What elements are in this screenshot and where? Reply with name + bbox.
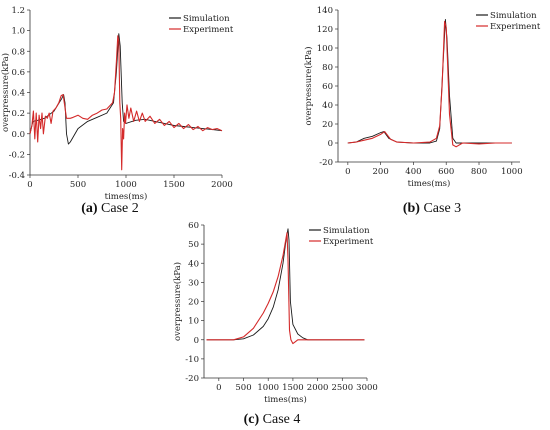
- x-tick-label: 2000: [211, 180, 233, 190]
- chart-case-4: 0 500 1000 1500 2000 2500 3000 -20 -10 0 10 20 30 40 5…: [172, 221, 378, 405]
- x-tick-label: 0: [27, 180, 32, 190]
- y-tick-label: 0: [328, 139, 333, 149]
- series-line-experiment: [347, 20, 512, 148]
- y-axis-title: overpressure(kPa): [0, 53, 11, 132]
- x-tick-label: 0: [216, 383, 221, 393]
- y-axis-title: overpressure(kPa): [303, 46, 314, 125]
- y-tick-label: 20: [322, 120, 333, 130]
- y-tick-label: 10: [188, 317, 199, 327]
- x-axis-title: times(ms): [264, 394, 307, 405]
- y-tick-label: -10: [185, 355, 199, 365]
- legend-label-experiment: Experiment: [183, 25, 234, 35]
- y-tick-label: 80: [322, 63, 333, 73]
- y-tick-label: -0.2: [9, 150, 25, 160]
- chart-case-3: 0 200 400 600 800 1000 -20 0 20 40 60 80 100 120 140 ti…: [303, 6, 541, 189]
- y-tick-label: -0.4: [9, 171, 25, 181]
- y-tick-label: 40: [188, 259, 199, 269]
- y-tick-label: 120: [317, 25, 333, 35]
- x-tick-label: 1000: [115, 180, 137, 190]
- y-tick-label: 1.2: [11, 6, 25, 16]
- x-tick-label: 500: [235, 383, 251, 393]
- series-line-experiment: [206, 232, 365, 345]
- series-line-experiment: [29, 35, 223, 171]
- y-tick-label: 60: [322, 82, 333, 92]
- x-tick-label: 1500: [282, 383, 304, 393]
- x-tick-label: 3000: [356, 383, 378, 393]
- y-tick-label: 40: [322, 101, 333, 111]
- y-tick-label: 0.2: [11, 109, 25, 119]
- x-tick-label: 0: [345, 167, 350, 177]
- y-tick-label: 0.8: [11, 47, 25, 57]
- y-tick-label: 140: [317, 6, 333, 16]
- y-tick-label: 0: [194, 336, 199, 346]
- y-tick-label: 0.0: [11, 130, 25, 140]
- legend-label-simulation: Simulation: [490, 11, 537, 21]
- x-axis-title: times(ms): [105, 191, 148, 202]
- x-tick-label: 200: [373, 167, 389, 177]
- x-axis-title: times(ms): [408, 178, 451, 189]
- y-tick-label: 100: [317, 44, 333, 54]
- y-axis-title: overpressure(kPa): [172, 262, 183, 341]
- chart-case-2: 0 500 1000 1500 2000 -0.4 -0.2 0.0 0.2 0.4 0.6 0.8 1…: [0, 6, 234, 202]
- x-tick-label: 1000: [501, 167, 523, 177]
- y-tick-label: 60: [188, 221, 199, 231]
- x-tick-label: 1500: [163, 180, 185, 190]
- y-tick-label: -20: [319, 158, 333, 168]
- x-tick-label: 1000: [257, 383, 279, 393]
- x-tick-label: 800: [471, 167, 487, 177]
- caption-case-3: (b) Case 3: [403, 201, 461, 216]
- y-tick-label: 50: [188, 240, 199, 250]
- y-tick-label: 1.0: [11, 27, 25, 37]
- legend-label-experiment: Experiment: [490, 22, 541, 32]
- x-tick-label: 2500: [331, 383, 353, 393]
- legend-label-simulation: Simulation: [183, 14, 230, 24]
- y-tick-label: -20: [185, 374, 199, 384]
- y-tick-label: 0.4: [11, 89, 25, 99]
- x-tick-label: 2000: [307, 383, 329, 393]
- y-tick-label: 0.6: [11, 68, 25, 78]
- x-tick-label: 500: [70, 180, 86, 190]
- caption-case-2: (a) Case 2: [81, 201, 139, 216]
- legend-label-simulation: Simulation: [323, 226, 370, 236]
- series-line-simulation: [29, 33, 223, 145]
- x-tick-label: 600: [438, 167, 454, 177]
- caption-case-4: (c) Case 4: [244, 412, 301, 427]
- legend-label-experiment: Experiment: [323, 237, 374, 247]
- series-line-simulation: [347, 19, 512, 144]
- y-tick-label: 20: [188, 298, 199, 308]
- y-tick-label: 30: [188, 278, 199, 288]
- x-tick-label: 400: [405, 167, 421, 177]
